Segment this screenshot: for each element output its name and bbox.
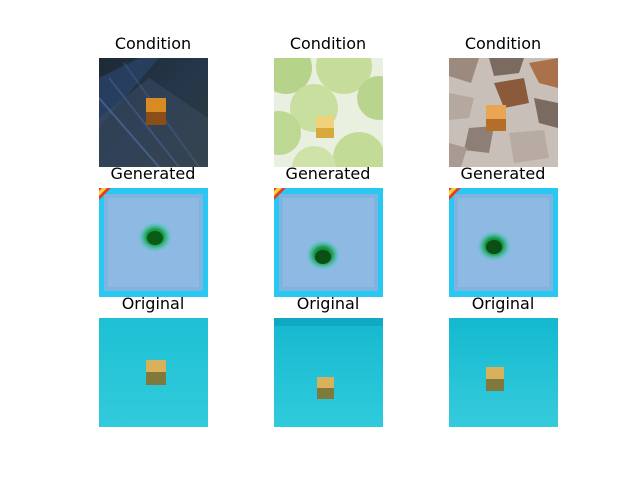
original-image-3	[449, 318, 558, 427]
original-image-1	[99, 318, 208, 427]
panel-title-original-3: Original	[471, 294, 535, 313]
generated-image-2	[274, 188, 383, 297]
panel-title-original-2: Original	[296, 294, 360, 313]
panel-title-condition-3: Condition	[464, 34, 542, 53]
condition-image-3	[449, 58, 558, 167]
panel-title-original-1: Original	[121, 294, 185, 313]
panel-title-generated-2: Generated	[285, 164, 371, 183]
panel-title-condition-2: Condition	[289, 34, 367, 53]
generated-image-1	[99, 188, 208, 297]
original-image-2	[274, 318, 383, 427]
panel-title-generated-3: Generated	[460, 164, 546, 183]
condition-image-1	[99, 58, 208, 167]
panel-title-condition-1: Condition	[114, 34, 192, 53]
condition-image-2	[274, 58, 383, 167]
panel-title-generated-1: Generated	[110, 164, 196, 183]
generated-image-3	[449, 188, 558, 297]
